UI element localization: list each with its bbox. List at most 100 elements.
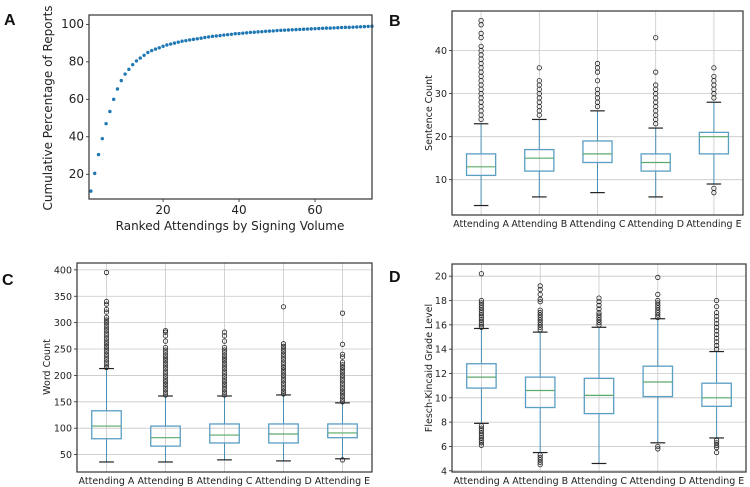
- y-tick-label: 18: [435, 296, 447, 307]
- y-tick-label: 14: [435, 345, 447, 356]
- outlier-point: [162, 363, 169, 369]
- outlier-point: [713, 335, 720, 341]
- outlier-point: [103, 349, 110, 355]
- data-point: [355, 25, 359, 29]
- data-point: [115, 87, 120, 91]
- data-point: [263, 29, 268, 34]
- y-tick-label: 12: [435, 369, 447, 380]
- outlier-point: [339, 391, 346, 397]
- outlier-point: [655, 305, 661, 311]
- outlier-point: [221, 344, 228, 351]
- x-tick-label: Attending A: [79, 476, 135, 487]
- axes-frame: [451, 263, 747, 473]
- outlier-point: [280, 386, 287, 392]
- outlier-point: [711, 185, 717, 191]
- outlier-point: [713, 297, 720, 304]
- outlier-point: [655, 307, 661, 313]
- outlier-point: [162, 360, 169, 366]
- outlier-point: [280, 356, 287, 363]
- outlier-point: [339, 354, 346, 360]
- data-point: [191, 37, 196, 42]
- y-tick-label: 10: [435, 393, 447, 404]
- outlier-point: [103, 317, 110, 323]
- y-tick-label: 100: [54, 424, 72, 435]
- outlier-point: [339, 393, 346, 400]
- outlier-point: [162, 358, 169, 364]
- outlier-point: [713, 346, 720, 352]
- y-tick-label: 4: [441, 466, 447, 477]
- data-point: [119, 78, 123, 83]
- outlier-point: [280, 378, 287, 384]
- outlier-point: [162, 347, 169, 353]
- data-point: [161, 44, 165, 48]
- data-point: [146, 50, 150, 55]
- y-tick-label: 250: [54, 345, 72, 356]
- data-point: [195, 37, 199, 41]
- box-iqr: [698, 131, 730, 155]
- outlier-point: [339, 341, 346, 347]
- data-point: [256, 30, 260, 34]
- outlier-point: [478, 324, 484, 330]
- box-iqr: [327, 423, 358, 439]
- outlier-point: [537, 310, 543, 316]
- outlier-point: [103, 346, 110, 352]
- outlier-point: [339, 310, 346, 316]
- outlier-point: [478, 428, 484, 434]
- outlier-point: [339, 383, 346, 389]
- data-point: [184, 38, 188, 43]
- data-point: [244, 31, 249, 35]
- data-point: [279, 28, 283, 33]
- y-tick-label: 80: [69, 54, 84, 68]
- box-iqr: [524, 148, 555, 172]
- outlier-point: [280, 354, 287, 360]
- outlier-point: [596, 319, 602, 325]
- outlier-point: [478, 435, 484, 441]
- box-iqr: [583, 377, 615, 415]
- outlier-point: [537, 299, 543, 305]
- y-tick-label: 60: [69, 92, 84, 106]
- x-tick-label: Attending B: [512, 476, 568, 487]
- data-point: [180, 39, 184, 43]
- data-point: [172, 41, 177, 45]
- outlier-point: [537, 327, 543, 333]
- outlier-point: [594, 60, 601, 67]
- outlier-point: [103, 301, 110, 307]
- outlier-point: [478, 430, 484, 436]
- outlier-point: [339, 372, 346, 379]
- data-point: [252, 30, 256, 34]
- box-attending-a: [465, 17, 497, 207]
- x-tick-label: Attending C: [569, 219, 625, 230]
- outlier-point: [221, 384, 228, 390]
- outlier-point: [339, 380, 346, 386]
- data-point: [324, 26, 329, 30]
- outlier-point: [103, 309, 110, 315]
- outlier-point: [478, 312, 484, 318]
- outlier-point: [103, 359, 110, 365]
- x-tick-label: Attending E: [689, 476, 744, 487]
- data-point: [168, 42, 173, 46]
- outlier-point: [478, 305, 484, 311]
- outlier-point: [162, 329, 169, 335]
- y-tick-label: 200: [54, 371, 72, 382]
- outlier-point: [537, 322, 543, 328]
- outlier-point: [537, 462, 543, 468]
- data-point: [199, 36, 203, 40]
- data-point: [96, 152, 101, 157]
- data-point: [225, 32, 230, 37]
- data-point: [286, 28, 291, 32]
- data-point: [275, 28, 279, 33]
- data-point: [210, 34, 215, 39]
- data-point: [104, 121, 108, 126]
- outlier-point: [537, 283, 543, 289]
- panel-a-ylabel: Cumulative Percentage of Reports: [41, 5, 55, 210]
- data-point: [358, 25, 363, 29]
- outlier-point: [280, 346, 287, 352]
- outlier-point: [103, 325, 110, 331]
- outlier-point: [339, 399, 346, 405]
- data-point: [282, 28, 287, 32]
- outlier-point: [339, 359, 346, 365]
- outlier-point: [596, 299, 602, 305]
- outlier-point: [162, 327, 169, 334]
